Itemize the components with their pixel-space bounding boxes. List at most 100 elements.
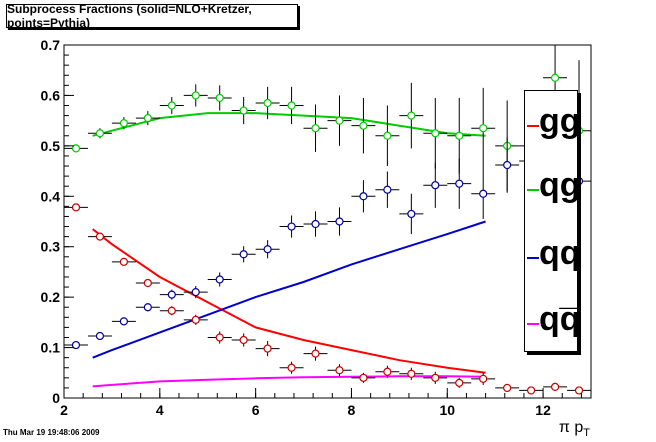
- point-gg: [135, 278, 160, 288]
- point-gg: [207, 331, 232, 344]
- point-marker: [407, 369, 416, 378]
- point-marker: [479, 124, 488, 133]
- point-marker: [359, 373, 368, 382]
- curve-qg: [92, 112, 486, 137]
- point-gg: [64, 203, 88, 212]
- point-marker: [263, 344, 272, 353]
- point-marker: [383, 185, 392, 194]
- y-tick-label: 0: [52, 390, 60, 406]
- chart-title-text: Subprocess Fractions (solid=NLO+Kretzer,…: [7, 2, 252, 30]
- point-qg: [231, 96, 256, 125]
- y-tick-label: 0.5: [41, 138, 61, 154]
- point-marker: [335, 116, 344, 125]
- point-gg: [519, 386, 544, 395]
- point-marker: [407, 209, 416, 219]
- point-marker: [311, 219, 320, 229]
- legend-entry-qg: qg: [525, 159, 581, 209]
- point-marker: [311, 349, 320, 358]
- point-qq: [207, 272, 232, 287]
- point-gg: [255, 341, 280, 357]
- point-marker: [431, 129, 440, 138]
- point-qg: [111, 117, 136, 130]
- point-marker: [479, 189, 488, 198]
- y-tick-label: 0.3: [41, 239, 61, 255]
- point-marker: [95, 129, 105, 138]
- point-qg: [471, 87, 496, 169]
- point-qg: [159, 96, 184, 115]
- point-marker: [215, 275, 224, 284]
- point-gg: [231, 333, 256, 347]
- y-tick-label: 0.6: [41, 87, 61, 103]
- point-marker: [71, 144, 81, 153]
- curve-gg: [92, 228, 486, 374]
- x-tick-label: 10: [439, 402, 455, 418]
- point-marker: [335, 366, 344, 375]
- point-gg: [87, 232, 112, 241]
- point-marker: [95, 232, 105, 241]
- point-gg: [303, 346, 328, 361]
- point-qg: [183, 84, 208, 107]
- legend-entry-qqbar: qq̅: [525, 293, 581, 343]
- y-tick-label: 0.7: [41, 37, 61, 53]
- point-marker: [119, 257, 128, 266]
- point-marker: [431, 373, 440, 382]
- point-marker: [311, 124, 320, 133]
- chart-title: Subprocess Fractions (solid=NLO+Kretzer,…: [6, 2, 298, 30]
- point-marker: [71, 203, 81, 212]
- point-marker: [431, 181, 440, 190]
- point-marker: [143, 303, 152, 312]
- legend-swatch-qg: [527, 189, 539, 191]
- x-tick-label: 8: [348, 402, 356, 418]
- point-qq: [351, 180, 376, 213]
- point-marker: [550, 73, 560, 82]
- curve-qq: [92, 220, 486, 359]
- point-qq: [231, 246, 256, 263]
- point-qg: [351, 97, 376, 154]
- point-qq: [471, 168, 496, 219]
- legend-label-qq: qq: [539, 234, 581, 272]
- plot-frame-layer: [63, 44, 592, 399]
- point-gg: [375, 365, 400, 378]
- point-marker: [239, 335, 248, 345]
- point-qq: [135, 303, 160, 312]
- point-gg: [183, 314, 208, 325]
- legend-label-qg: qg: [539, 166, 581, 204]
- point-marker: [71, 340, 81, 350]
- x-tick-label: 6: [252, 402, 260, 418]
- plot-frame: [63, 44, 592, 399]
- point-qg: [135, 111, 160, 126]
- point-marker: [550, 382, 560, 392]
- point-gg: [279, 361, 304, 374]
- point-qq: [495, 137, 520, 193]
- y-tick-label: 0.2: [41, 289, 61, 305]
- point-qq: [399, 193, 424, 235]
- point-marker: [287, 222, 296, 231]
- legend-label-gg: gg: [539, 102, 581, 140]
- point-marker: [239, 106, 248, 115]
- point-gg: [495, 383, 520, 393]
- point-qg: [87, 128, 112, 139]
- legend-swatch-qq: [527, 257, 539, 259]
- point-marker: [119, 119, 128, 128]
- point-marker: [455, 378, 464, 387]
- point-qq: [111, 317, 136, 326]
- point-gg: [447, 377, 472, 388]
- point-gg: [399, 367, 424, 380]
- point-marker: [143, 278, 152, 288]
- point-marker: [239, 250, 248, 259]
- point-marker: [503, 160, 512, 170]
- point-gg: [159, 306, 184, 316]
- point-gg: [471, 372, 496, 385]
- point-gg: [543, 382, 568, 392]
- point-qq: [255, 240, 280, 259]
- point-qq: [279, 215, 304, 238]
- point-marker: [407, 111, 416, 120]
- point-marker: [287, 363, 296, 372]
- point-marker: [335, 217, 344, 226]
- point-qg: [423, 97, 448, 169]
- x-tick-label: 2: [60, 402, 68, 418]
- y-tick-label: 0.1: [41, 340, 61, 356]
- point-marker: [287, 101, 296, 110]
- point-gg: [423, 371, 448, 384]
